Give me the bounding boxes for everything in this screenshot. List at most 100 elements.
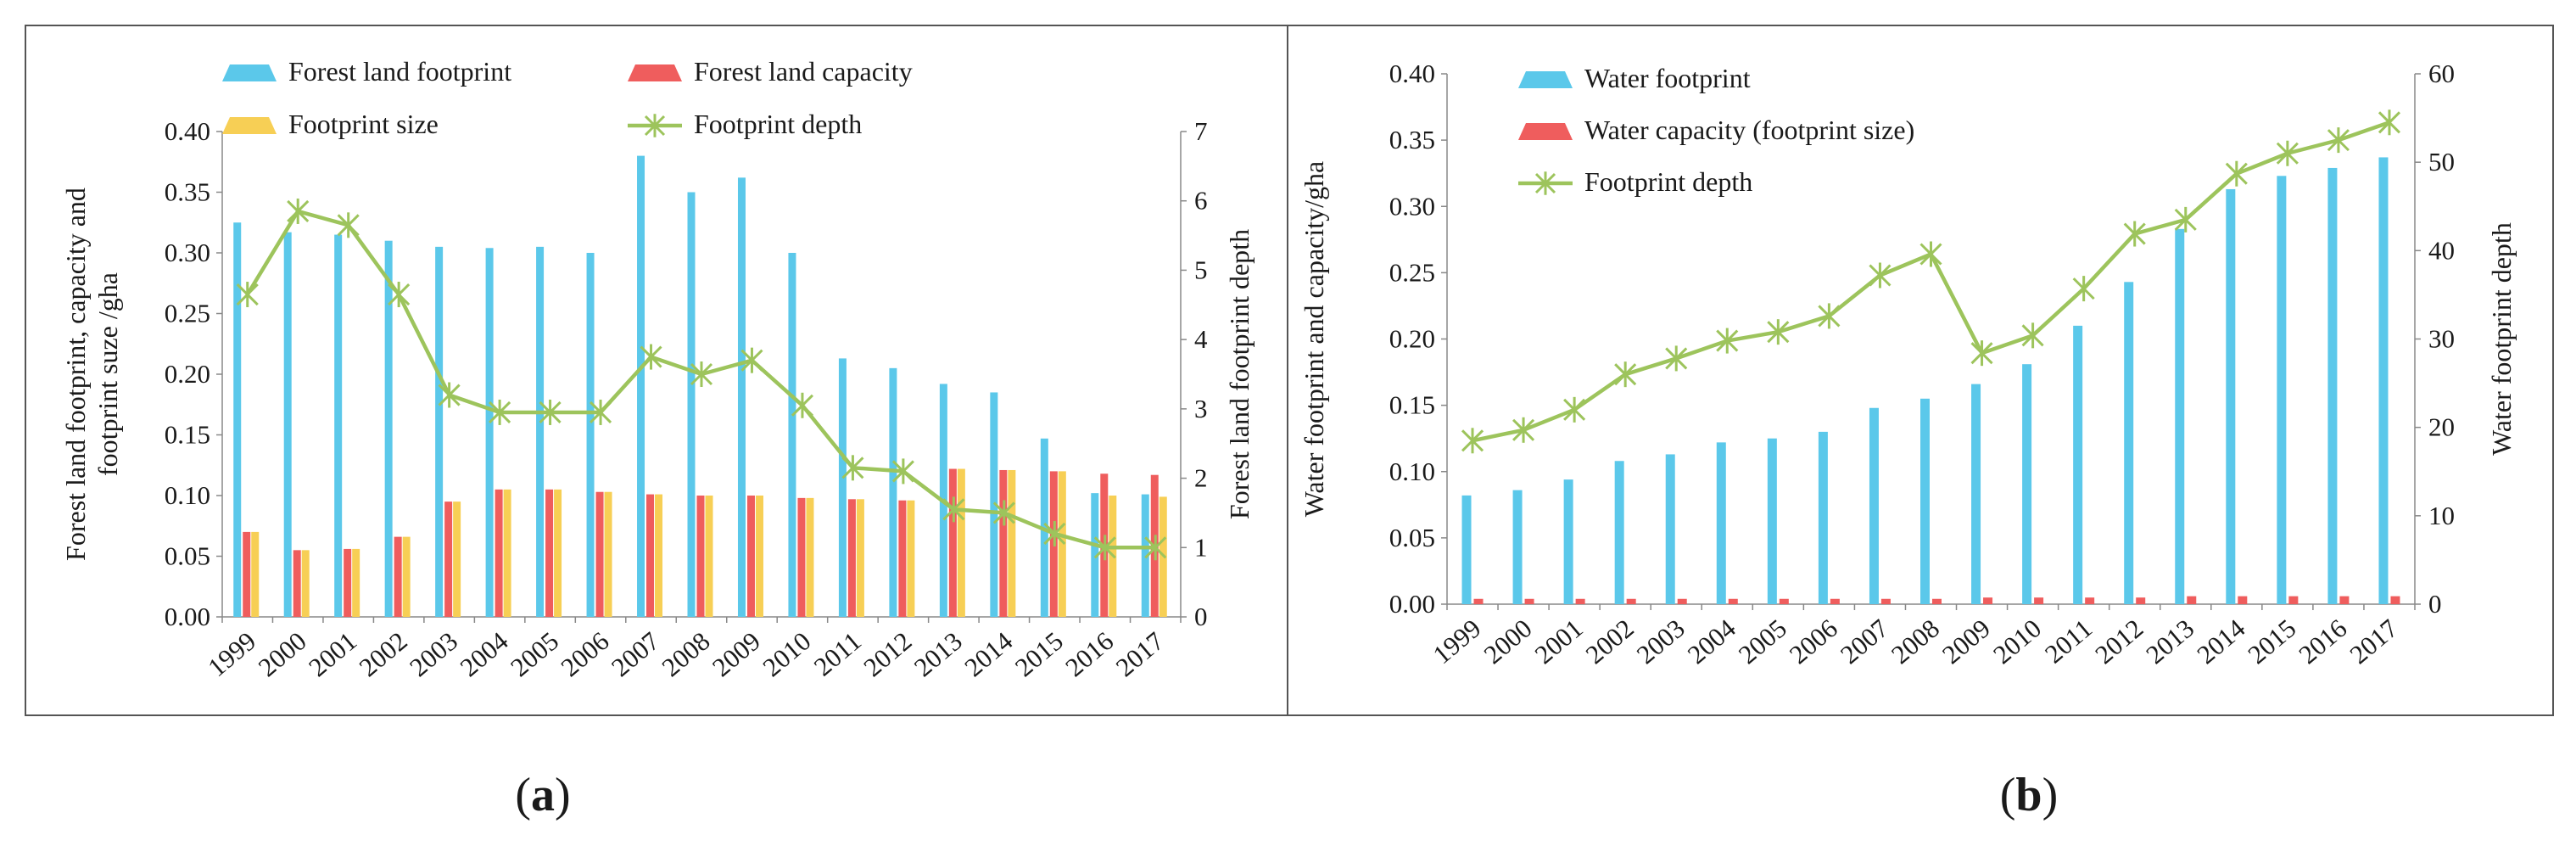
left-y-tick-label: 0.00 [1389, 589, 1435, 619]
bar [2277, 176, 2287, 604]
bar [536, 246, 545, 617]
bar [243, 531, 251, 617]
panel-b-label: (b) [2000, 769, 2058, 821]
bar [1971, 384, 1981, 604]
bar [2187, 596, 2197, 604]
bar [1614, 461, 1624, 604]
bar [301, 550, 310, 617]
bar [394, 536, 402, 617]
bar [1869, 407, 1879, 604]
footprint-depth-marker [337, 212, 360, 238]
legend-marker [1534, 171, 1556, 195]
left-y-tick-label: 0.25 [165, 299, 210, 328]
footprint-depth-marker [2327, 127, 2350, 154]
bar [797, 497, 806, 617]
footprint-depth-marker [1919, 241, 1942, 267]
bar [554, 489, 562, 617]
bar [293, 550, 301, 617]
footprint-depth-marker [1818, 303, 1841, 329]
bar [545, 489, 554, 617]
bar [283, 232, 292, 617]
bar [1141, 494, 1149, 617]
left-y-tick-label: 0.40 [1389, 59, 1435, 88]
footprint-depth-marker [438, 382, 461, 408]
right-y-tick-label: 60 [2428, 59, 2455, 88]
bar [948, 468, 957, 617]
footprint-depth-marker [1093, 535, 1116, 561]
bar [806, 497, 814, 617]
bar [453, 501, 461, 617]
bar [1626, 598, 1636, 604]
legend-marker [644, 114, 666, 137]
bar [2136, 597, 2146, 604]
footprint-depth-marker [1144, 535, 1167, 561]
legend-swatch [628, 64, 682, 81]
right-y-tick-label: 6 [1194, 186, 1208, 216]
bar [495, 489, 503, 617]
bar [2073, 325, 2083, 604]
legend-label: Footprint size [288, 109, 439, 139]
bar [637, 155, 645, 618]
right-y-tick-label: 0 [2428, 589, 2442, 619]
footprint-depth-marker [1614, 361, 1637, 388]
bar [856, 499, 864, 617]
right-y-tick-label: 3 [1194, 394, 1208, 423]
footprint-depth-marker [690, 361, 713, 387]
footprint-depth-marker [1716, 328, 1739, 354]
bar [1932, 598, 1942, 604]
legend-label: Footprint depth [694, 109, 862, 139]
left-y-tick-label: 0.30 [1389, 191, 1435, 221]
legend-label: Forest land capacity [694, 56, 913, 87]
footprint-depth-marker [640, 344, 662, 370]
bar [847, 499, 856, 617]
bar [384, 240, 393, 617]
bar [2034, 597, 2044, 604]
left-y-tick-label: 0.40 [165, 116, 210, 146]
right-y-tick-label: 10 [2428, 501, 2455, 530]
left-y-tick-label: 0.35 [1389, 125, 1435, 154]
bar [1575, 598, 1585, 604]
bar [705, 496, 713, 617]
left-y-tick-label: 0.10 [1389, 457, 1435, 486]
footprint-depth-marker [841, 455, 864, 481]
left-y-tick-label: 0.30 [165, 238, 210, 267]
bar [1091, 493, 1099, 617]
bar [1728, 598, 1738, 604]
footprint-depth-marker [539, 399, 562, 425]
bar [435, 246, 444, 617]
footprint-depth-marker [1970, 340, 1993, 367]
bar [334, 234, 343, 617]
right-y-tick-label: 5 [1194, 255, 1208, 284]
left-y-tick-label: 0.35 [165, 177, 210, 207]
footprint-depth-marker [287, 198, 310, 224]
bar [990, 392, 998, 617]
bar [687, 192, 696, 617]
y2-axis-title: Water footprint depth [2486, 222, 2517, 456]
footprint-depth-marker [1563, 396, 1586, 423]
footprint-depth-marker [992, 500, 1015, 526]
bar [999, 469, 1008, 617]
bar [1767, 438, 1777, 604]
footprint-depth-marker [388, 282, 411, 308]
bar [485, 248, 494, 617]
bar [1461, 495, 1472, 604]
left-y-tick-label: 0.00 [165, 602, 210, 631]
bar [957, 468, 965, 617]
bar [251, 531, 260, 617]
footprint-depth-marker [489, 399, 511, 425]
footprint-depth-marker [891, 458, 914, 485]
left-y-tick-label: 0.10 [165, 480, 210, 510]
bar [2085, 597, 2095, 604]
footprint-depth-marker [2276, 140, 2299, 166]
footprint-depth-marker [2225, 160, 2248, 187]
legend-label: Water capacity (footprint size) [1584, 115, 1914, 145]
right-y-tick-label: 0 [1194, 602, 1208, 631]
y-axis-title: footprint suze /gha [92, 272, 123, 476]
bar [1524, 598, 1534, 604]
bar [1677, 598, 1687, 604]
bar [788, 253, 796, 617]
footprint-depth-marker [236, 282, 259, 308]
bar [586, 253, 595, 617]
bar [889, 367, 897, 617]
